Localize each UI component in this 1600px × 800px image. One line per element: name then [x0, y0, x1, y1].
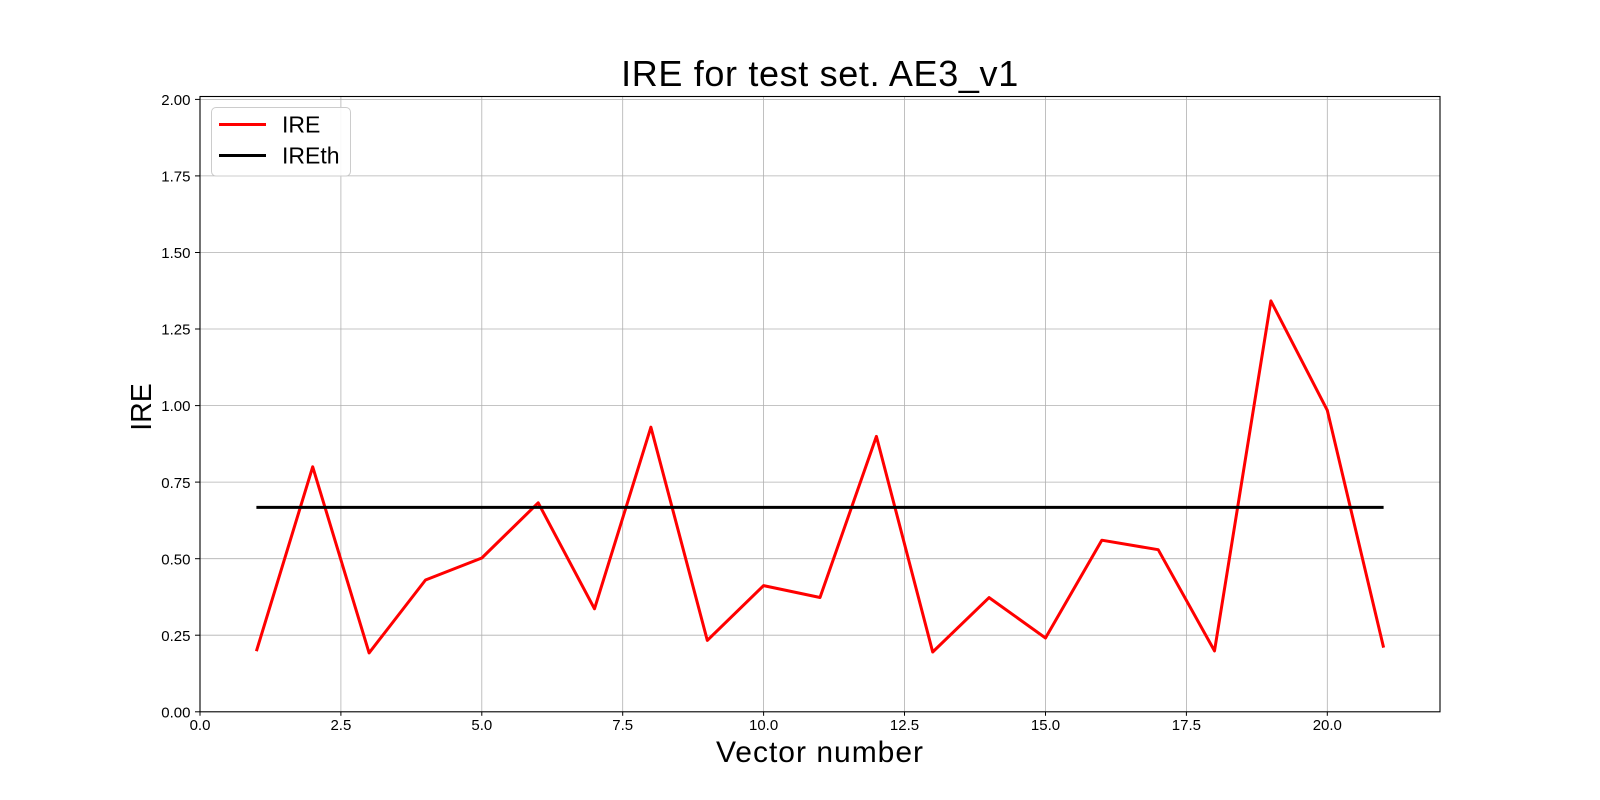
svg-text:7.5: 7.5	[612, 717, 633, 734]
svg-text:Vector number: Vector number	[716, 736, 924, 769]
svg-text:15.0: 15.0	[1031, 717, 1060, 734]
svg-text:1.25: 1.25	[161, 322, 190, 339]
svg-text:1.00: 1.00	[161, 398, 190, 415]
svg-text:20.0: 20.0	[1313, 717, 1342, 734]
svg-text:0.0: 0.0	[190, 717, 211, 734]
svg-text:0.25: 0.25	[161, 628, 190, 645]
svg-text:5.0: 5.0	[471, 717, 492, 734]
svg-text:IRE for test set. AE3_v1: IRE for test set. AE3_v1	[621, 53, 1019, 94]
svg-text:10.0: 10.0	[749, 717, 778, 734]
svg-text:0.00: 0.00	[161, 704, 190, 721]
svg-text:IREth: IREth	[282, 142, 340, 168]
svg-text:2.5: 2.5	[330, 717, 351, 734]
svg-text:IRE: IRE	[126, 383, 158, 431]
svg-text:12.5: 12.5	[890, 717, 919, 734]
svg-text:2.00: 2.00	[161, 92, 190, 109]
svg-text:IRE: IRE	[282, 111, 320, 137]
svg-text:17.5: 17.5	[1172, 717, 1201, 734]
svg-text:0.50: 0.50	[161, 551, 190, 568]
svg-text:0.75: 0.75	[161, 475, 190, 492]
svg-text:1.75: 1.75	[161, 169, 190, 186]
svg-text:1.50: 1.50	[161, 245, 190, 262]
